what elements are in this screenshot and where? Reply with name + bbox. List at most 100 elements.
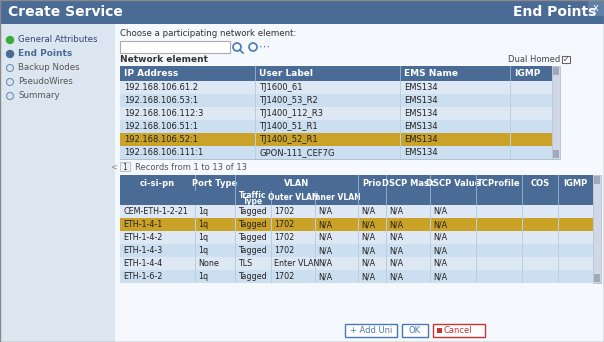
Bar: [120, 133, 552, 146]
Text: 1q: 1q: [198, 272, 208, 281]
Bar: [510, 66, 511, 81]
Text: N/A: N/A: [361, 272, 375, 281]
Text: Tagged: Tagged: [238, 246, 267, 255]
Text: N/A: N/A: [361, 259, 375, 268]
Bar: [120, 218, 593, 231]
Text: N/A: N/A: [318, 233, 332, 242]
Text: 1702: 1702: [274, 220, 294, 229]
Text: ETH-1-4-3: ETH-1-4-3: [123, 246, 162, 255]
Text: Tagged: Tagged: [238, 207, 267, 216]
Text: EMS Name: EMS Name: [404, 69, 458, 78]
Bar: [386, 175, 387, 191]
Bar: [358, 191, 359, 205]
Bar: [120, 270, 593, 271]
Text: N/A: N/A: [389, 259, 403, 268]
Text: End Points: End Points: [513, 5, 596, 19]
Text: Create Service: Create Service: [8, 5, 123, 19]
Text: N/A: N/A: [433, 233, 447, 242]
Text: EMS134: EMS134: [404, 83, 438, 92]
Text: Outer VLAN: Outer VLAN: [268, 194, 318, 202]
Bar: [0, 24, 115, 342]
Text: User Label: User Label: [259, 69, 313, 78]
Bar: [402, 324, 428, 337]
Text: General Attributes: General Attributes: [18, 36, 97, 44]
Bar: [476, 191, 477, 205]
Text: 1702: 1702: [274, 207, 294, 216]
Bar: [120, 257, 593, 270]
Bar: [562, 56, 570, 63]
Text: CEM-ETH-1-2-21: CEM-ETH-1-2-21: [123, 207, 188, 216]
Bar: [120, 231, 593, 232]
Text: Records from 1 to 13 of 13: Records from 1 to 13 of 13: [135, 162, 247, 171]
Text: N/A: N/A: [361, 220, 375, 229]
Bar: [594, 176, 600, 184]
Text: ✓: ✓: [563, 55, 570, 64]
Text: ci-si-pn: ci-si-pn: [140, 179, 175, 187]
Bar: [433, 324, 485, 337]
Text: TJ1400_112_R3: TJ1400_112_R3: [259, 109, 323, 118]
Text: TJ1400_52_R1: TJ1400_52_R1: [259, 135, 318, 144]
Text: ETH-1-6-2: ETH-1-6-2: [123, 272, 162, 281]
Bar: [120, 146, 552, 159]
Bar: [476, 175, 477, 191]
Text: None: None: [198, 259, 219, 268]
Bar: [120, 231, 593, 244]
Text: N/A: N/A: [361, 233, 375, 242]
Text: ETH-1-4-1: ETH-1-4-1: [123, 220, 162, 229]
Text: Summary: Summary: [18, 92, 60, 101]
Text: Cancel: Cancel: [444, 326, 472, 335]
Text: + Add Uni: + Add Uni: [350, 326, 392, 335]
Bar: [0, 0, 604, 24]
Text: TJ1400_53_R2: TJ1400_53_R2: [259, 96, 318, 105]
Text: VLAN: VLAN: [284, 179, 309, 187]
Text: Tagged: Tagged: [238, 272, 267, 281]
Text: PseudoWires: PseudoWires: [18, 78, 73, 87]
Bar: [315, 191, 316, 205]
Bar: [271, 191, 272, 205]
Text: EMS134: EMS134: [404, 96, 438, 105]
Text: N/A: N/A: [389, 207, 403, 216]
Text: Enter VLAN: Enter VLAN: [274, 259, 320, 268]
Text: Inner VLAN: Inner VLAN: [312, 194, 361, 202]
Text: TJ1600_61: TJ1600_61: [259, 83, 303, 92]
Text: N/A: N/A: [318, 246, 332, 255]
Text: IP Address: IP Address: [124, 69, 178, 78]
Bar: [120, 94, 552, 107]
Text: 1q: 1q: [198, 233, 208, 242]
Bar: [235, 175, 236, 191]
Text: TLS: TLS: [238, 259, 252, 268]
Text: 192.168.106.112:3: 192.168.106.112:3: [124, 109, 204, 118]
Text: ETH-1-4-4: ETH-1-4-4: [123, 259, 162, 268]
Text: Choose a participating network element:: Choose a participating network element:: [120, 29, 297, 39]
Text: GPON-111_CEF7G: GPON-111_CEF7G: [259, 148, 335, 157]
Text: 1702: 1702: [274, 246, 294, 255]
Bar: [120, 162, 130, 171]
Bar: [120, 175, 593, 191]
Text: IGMP: IGMP: [514, 69, 541, 78]
Text: 192.168.106.61.2: 192.168.106.61.2: [124, 83, 198, 92]
Text: EMS134: EMS134: [404, 135, 438, 144]
Text: Backup Nodes: Backup Nodes: [18, 64, 80, 73]
Bar: [120, 244, 593, 257]
Bar: [558, 191, 559, 205]
Text: N/A: N/A: [389, 272, 403, 281]
Text: IGMP: IGMP: [564, 179, 588, 187]
Bar: [115, 24, 604, 342]
Text: N/A: N/A: [433, 207, 447, 216]
Bar: [437, 328, 442, 333]
Text: N/A: N/A: [318, 272, 332, 281]
Bar: [588, 0, 604, 16]
Bar: [430, 191, 431, 205]
Text: Prio: Prio: [362, 179, 382, 187]
Bar: [552, 66, 560, 159]
Bar: [195, 175, 196, 191]
Bar: [345, 324, 397, 337]
Text: N/A: N/A: [389, 246, 403, 255]
Text: Tagged: Tagged: [238, 220, 267, 229]
Text: Type: Type: [243, 197, 263, 206]
Text: N/A: N/A: [433, 220, 447, 229]
Text: 1q: 1q: [198, 207, 208, 216]
Bar: [120, 205, 593, 206]
Text: N/A: N/A: [433, 259, 447, 268]
Text: EMS134: EMS134: [404, 122, 438, 131]
